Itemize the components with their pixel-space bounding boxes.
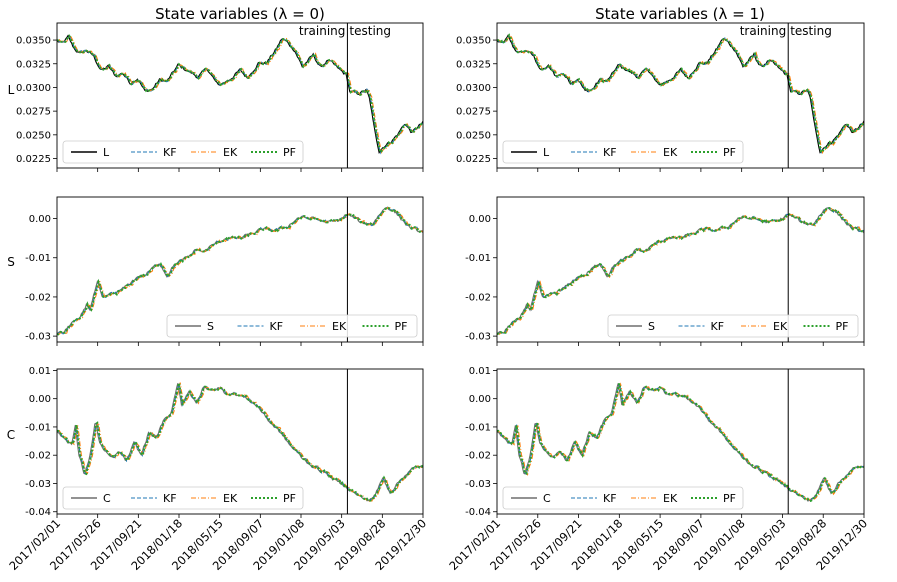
series-kf-line — [57, 35, 423, 155]
training-label: training — [299, 24, 346, 38]
y-tick-label: -0.02 — [465, 451, 491, 462]
legend-label-ek: EK — [223, 146, 238, 159]
legend-label-kf: KF — [163, 492, 177, 505]
y-tick-label: 0.0250 — [456, 130, 491, 141]
axes-frame — [56, 22, 424, 169]
legend-label-ek: EK — [773, 320, 788, 333]
panel-S-lambda0 — [57, 206, 423, 336]
y-tick-label: -0.04 — [465, 507, 491, 518]
legend-label-l: L — [543, 146, 550, 159]
panel-L-lambda0 — [57, 34, 423, 155]
y-tick-label: 0.00 — [29, 214, 51, 225]
series-L-line — [497, 34, 864, 154]
legend-label-pf: PF — [836, 320, 849, 333]
panel-C-lambda1 — [497, 382, 864, 503]
y-tick-label: -0.03 — [25, 332, 51, 343]
series-pf-line — [497, 383, 864, 503]
testing-label: testing — [790, 24, 832, 38]
y-tick-label: 0.0225 — [456, 154, 491, 165]
legend-box — [166, 314, 418, 338]
testing-label: testing — [349, 24, 391, 38]
legend-label-pf: PF — [723, 146, 736, 159]
series-pf-line — [57, 206, 423, 336]
legend-label-c: C — [103, 492, 111, 505]
y-tick-label: 0.0250 — [16, 130, 51, 141]
ylabel-S: S — [7, 255, 15, 269]
y-tick-label: 0.00 — [469, 394, 491, 405]
legend-label-kf: KF — [603, 492, 617, 505]
y-tick-label: -0.02 — [465, 292, 491, 303]
legend-label-c: C — [543, 492, 551, 505]
panel-S-lambda1 — [497, 206, 864, 336]
legend-label-pf: PF — [283, 492, 296, 505]
y-tick-label: -0.01 — [465, 422, 491, 433]
y-tick-label: -0.01 — [465, 253, 491, 264]
ylabel-L: L — [8, 83, 15, 97]
legend-label-pf: PF — [395, 320, 408, 333]
legend-label-s: S — [207, 320, 214, 333]
legend-box — [502, 140, 744, 164]
panel-C-lambda0 — [57, 382, 423, 502]
ylabel-C: C — [7, 428, 15, 442]
y-tick-label: 0.0325 — [456, 59, 491, 70]
y-tick-label: 0.00 — [29, 394, 51, 405]
legend-label-ek: EK — [332, 320, 347, 333]
y-tick-label: 0.0300 — [16, 83, 51, 94]
y-tick-label: 0.0225 — [16, 154, 51, 165]
y-tick-label: -0.03 — [465, 332, 491, 343]
y-tick-label: -0.02 — [25, 451, 51, 462]
training-label: training — [740, 24, 787, 38]
axes-frame — [496, 196, 865, 343]
y-tick-label: -0.01 — [25, 422, 51, 433]
y-tick-label: -0.04 — [25, 507, 51, 518]
series-kf-line — [497, 34, 864, 154]
legend-label-kf: KF — [270, 320, 284, 333]
y-tick-label: 0.0275 — [16, 107, 51, 118]
legend-label-kf: KF — [711, 320, 725, 333]
series-kf-line — [57, 383, 423, 501]
legend-label-kf: KF — [163, 146, 177, 159]
legend-box — [62, 486, 304, 510]
series-pf-line — [57, 382, 423, 502]
legend-label-pf: PF — [283, 146, 296, 159]
y-tick-label: -0.02 — [25, 292, 51, 303]
series-C-line — [57, 383, 423, 502]
legend-label-kf: KF — [603, 146, 617, 159]
panel-L-lambda1 — [497, 33, 864, 155]
y-tick-label: 0.0275 — [456, 107, 491, 118]
right-column-title: State variables (λ = 1) — [595, 5, 765, 23]
legend-label-pf: PF — [723, 492, 736, 505]
left-column-title: State variables (λ = 0) — [155, 5, 325, 23]
legend-label-s: S — [648, 320, 655, 333]
axes-frame — [56, 368, 424, 515]
axes-overlay: training testing0.03500.03250.03000.02750… — [6, 22, 870, 573]
series-ek-line — [497, 382, 864, 503]
axes-frame — [56, 196, 424, 343]
y-tick-label: 0.0325 — [16, 59, 51, 70]
y-tick-label: 0.0350 — [456, 36, 491, 47]
axes-frame — [496, 368, 865, 515]
legend-box — [607, 314, 859, 338]
y-tick-label: -0.01 — [25, 253, 51, 264]
y-tick-label: 0.01 — [29, 366, 51, 377]
series-ek-line — [57, 382, 423, 502]
legend-label-ek: EK — [663, 146, 678, 159]
y-tick-label: 0.00 — [469, 214, 491, 225]
axes-frame — [496, 22, 865, 169]
y-tick-label: 0.0300 — [456, 83, 491, 94]
legend-label-ek: EK — [223, 492, 238, 505]
legend-box — [502, 486, 744, 510]
legend-box — [62, 140, 304, 164]
series-L-line — [57, 34, 423, 154]
legend-label-l: L — [103, 146, 110, 159]
y-tick-label: 0.0350 — [16, 36, 51, 47]
series-kf-line — [497, 383, 864, 502]
y-tick-label: -0.03 — [465, 479, 491, 490]
series-C-line — [497, 383, 864, 502]
y-tick-label: 0.01 — [469, 366, 491, 377]
y-tick-label: -0.03 — [25, 479, 51, 490]
legend-label-ek: EK — [663, 492, 678, 505]
